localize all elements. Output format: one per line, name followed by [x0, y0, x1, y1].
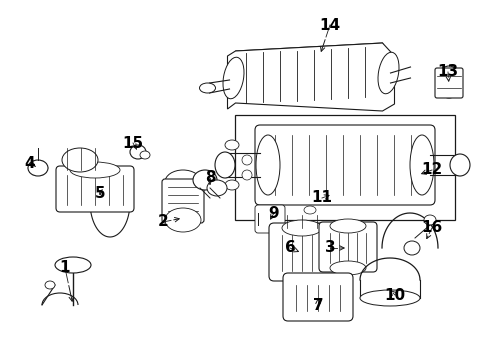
- Ellipse shape: [130, 145, 146, 159]
- FancyBboxPatch shape: [255, 125, 435, 205]
- Ellipse shape: [330, 261, 366, 275]
- Text: 1: 1: [60, 261, 70, 275]
- Text: 2: 2: [158, 215, 169, 230]
- Ellipse shape: [404, 241, 420, 255]
- Ellipse shape: [55, 257, 91, 273]
- Ellipse shape: [70, 162, 120, 178]
- Ellipse shape: [62, 148, 98, 172]
- Bar: [235, 115, 455, 220]
- Text: 7: 7: [313, 297, 323, 312]
- Ellipse shape: [450, 154, 470, 176]
- FancyBboxPatch shape: [435, 68, 463, 98]
- Ellipse shape: [242, 170, 252, 180]
- FancyBboxPatch shape: [283, 273, 353, 321]
- Ellipse shape: [223, 57, 244, 99]
- FancyBboxPatch shape: [269, 223, 335, 281]
- Ellipse shape: [199, 83, 216, 93]
- Text: 15: 15: [122, 135, 144, 150]
- Ellipse shape: [242, 155, 252, 165]
- Ellipse shape: [304, 206, 316, 214]
- Ellipse shape: [225, 180, 239, 190]
- Ellipse shape: [424, 215, 436, 225]
- Text: 6: 6: [285, 240, 295, 256]
- Ellipse shape: [441, 72, 457, 92]
- Ellipse shape: [360, 290, 420, 306]
- Ellipse shape: [140, 151, 150, 159]
- Polygon shape: [28, 161, 48, 175]
- Text: 13: 13: [438, 64, 459, 80]
- Ellipse shape: [225, 140, 239, 150]
- Text: 14: 14: [319, 18, 341, 32]
- Polygon shape: [227, 43, 394, 111]
- Ellipse shape: [330, 219, 366, 233]
- Ellipse shape: [45, 281, 55, 289]
- Ellipse shape: [256, 135, 280, 195]
- Ellipse shape: [256, 208, 280, 228]
- Ellipse shape: [207, 180, 227, 196]
- Text: 10: 10: [385, 288, 406, 302]
- Text: 12: 12: [421, 162, 442, 177]
- Ellipse shape: [378, 52, 399, 94]
- Ellipse shape: [282, 220, 322, 236]
- Ellipse shape: [193, 170, 217, 190]
- Text: 3: 3: [325, 240, 335, 256]
- Text: 9: 9: [269, 206, 279, 220]
- FancyBboxPatch shape: [319, 222, 377, 272]
- Ellipse shape: [165, 208, 201, 232]
- Text: 16: 16: [421, 220, 442, 235]
- Ellipse shape: [410, 135, 434, 195]
- Ellipse shape: [437, 66, 461, 98]
- Text: 8: 8: [205, 171, 215, 185]
- Ellipse shape: [215, 152, 235, 178]
- FancyBboxPatch shape: [56, 166, 134, 212]
- Ellipse shape: [165, 170, 201, 194]
- Polygon shape: [236, 43, 388, 56]
- Text: 11: 11: [312, 190, 333, 206]
- FancyBboxPatch shape: [255, 205, 285, 233]
- Text: 5: 5: [95, 185, 105, 201]
- FancyBboxPatch shape: [162, 179, 204, 223]
- Text: 4: 4: [24, 156, 35, 171]
- Ellipse shape: [28, 160, 48, 176]
